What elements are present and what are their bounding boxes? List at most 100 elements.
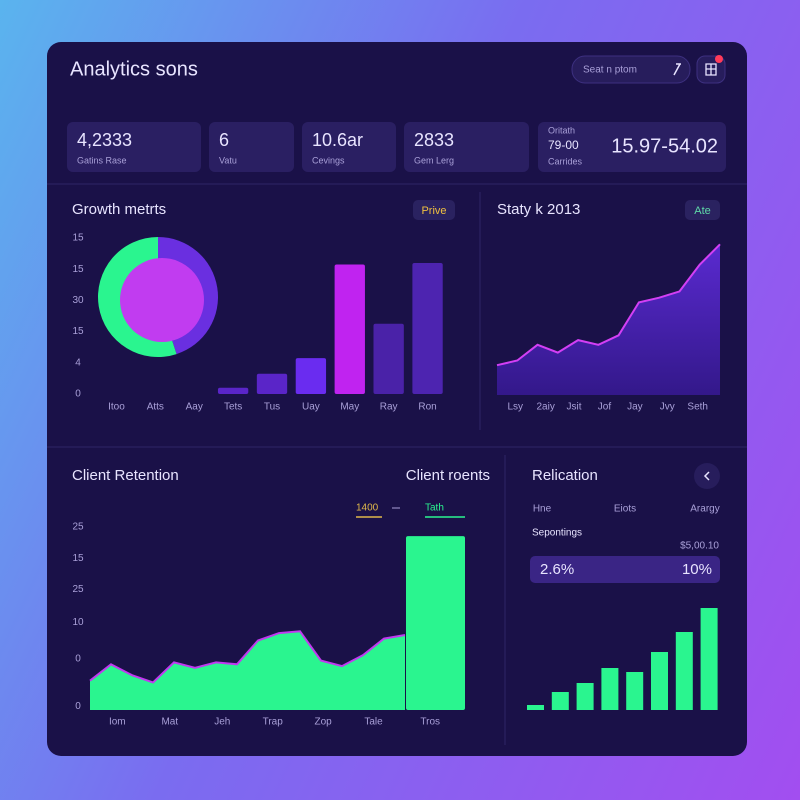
panel-subtitle: Client roents	[406, 467, 490, 484]
badge	[685, 200, 720, 220]
bar	[651, 652, 668, 710]
panel-title: Growth metrts	[72, 201, 166, 218]
stat-value: 6	[219, 130, 229, 150]
bar	[334, 264, 365, 394]
x-tick-label: Jay	[627, 402, 643, 413]
stat-card	[404, 122, 529, 172]
stat-label: Gatins Rase	[77, 155, 127, 165]
back-button[interactable]	[694, 463, 720, 489]
x-tick-label: Mat	[161, 717, 178, 728]
y-tick-label: 15	[72, 326, 84, 337]
notification-icon	[705, 63, 717, 76]
badge-text: Prive	[421, 205, 446, 217]
area-fill	[90, 631, 405, 710]
stat-label: Cevings	[312, 155, 345, 165]
y-tick-label: 0	[75, 701, 81, 712]
x-tick-label: Iom	[109, 717, 126, 728]
x-tick-label: Jof	[598, 402, 612, 413]
x-tick-label: Jeh	[214, 717, 230, 728]
y-tick-label: 15	[72, 553, 84, 564]
x-tick-label: Uay	[302, 402, 320, 413]
y-tick-label: 4	[75, 357, 81, 368]
search-box[interactable]	[571, 55, 691, 84]
x-tick-label: Jvy	[660, 402, 675, 413]
x-tick-label: 2aiy	[536, 402, 554, 413]
bar	[700, 608, 718, 710]
x-tick-label: Tets	[224, 402, 242, 413]
area-line	[496, 243, 721, 367]
search-placeholder: Seat n ptom	[583, 65, 637, 76]
x-tick-label: Aay	[186, 402, 203, 413]
y-tick-label: 0	[75, 653, 81, 664]
x-tick-label: Seth	[687, 402, 708, 413]
x-tick-label: May	[340, 402, 359, 413]
y-tick-label: 25	[72, 584, 84, 595]
x-tick-label: Zop	[314, 717, 332, 728]
stat-value: 4,2333	[77, 130, 132, 150]
bar	[527, 705, 544, 710]
x-tick-label: Tros	[420, 717, 440, 728]
y-tick-label: 0	[75, 389, 81, 400]
stat-label: Gem Lerg	[414, 155, 454, 165]
badge	[413, 200, 455, 220]
bar	[373, 323, 404, 394]
panel-title: Client Retention	[72, 467, 179, 484]
area-fill	[497, 244, 720, 395]
y-tick-label: 15	[72, 264, 84, 275]
stat-card	[302, 122, 396, 172]
column-header: Arargy	[690, 504, 719, 515]
stat-note: Carrides	[548, 156, 583, 166]
x-tick-label: Jsit	[567, 402, 582, 413]
badge-text: Ate	[694, 205, 711, 217]
bar	[675, 632, 693, 710]
highlight-right: 10%	[682, 561, 712, 578]
bar	[626, 672, 644, 710]
x-tick-label: Trap	[263, 717, 284, 728]
stat-card	[209, 122, 294, 172]
bar	[406, 536, 465, 710]
x-tick-label: Ron	[418, 402, 436, 413]
donut-center	[120, 258, 204, 342]
bar	[256, 373, 288, 394]
stat-value: 10.6ar	[312, 130, 363, 150]
stat-label: Vatu	[219, 155, 237, 165]
highlight-left: 2.6%	[540, 561, 574, 578]
bar	[576, 683, 594, 710]
column-header: Eiots	[614, 504, 636, 515]
x-tick-label: Tale	[364, 717, 383, 728]
row-amount: $5,00.10	[680, 541, 719, 552]
y-tick-label: 25	[72, 522, 84, 533]
area-line	[89, 630, 406, 684]
x-tick-label: Atts	[147, 402, 164, 413]
app-title: Analytics sons	[70, 58, 198, 80]
x-tick-label: Tus	[264, 402, 280, 413]
stat-value: 2833	[414, 130, 454, 150]
y-tick-label: 15	[72, 233, 84, 244]
stat-card	[67, 122, 201, 172]
legend-label: 1400	[356, 503, 379, 514]
back-icon	[703, 471, 710, 481]
highlight-row	[530, 556, 720, 583]
y-tick-label: 10	[72, 617, 84, 628]
bar	[217, 387, 249, 394]
bar	[551, 692, 569, 710]
row-label: Sepontings	[532, 528, 582, 539]
stat-sub: 79-00	[548, 138, 579, 152]
column-header: Hne	[533, 504, 552, 515]
panel-title: Staty k 2013	[497, 201, 580, 218]
stat-card	[538, 122, 726, 172]
bar	[412, 262, 443, 394]
bar	[601, 668, 619, 710]
x-tick-label: Lsy	[507, 402, 523, 413]
y-tick-label: 30	[72, 295, 84, 306]
bar	[295, 358, 327, 394]
legend-label: Tath	[425, 503, 444, 514]
stat-value: 15.97-54.02	[611, 135, 718, 157]
x-tick-label: Ray	[380, 402, 398, 413]
panel-title: Relication	[532, 467, 598, 484]
search-icon	[673, 63, 681, 76]
stat-label: Oritath	[548, 125, 575, 135]
x-tick-label: Itoo	[108, 402, 125, 413]
